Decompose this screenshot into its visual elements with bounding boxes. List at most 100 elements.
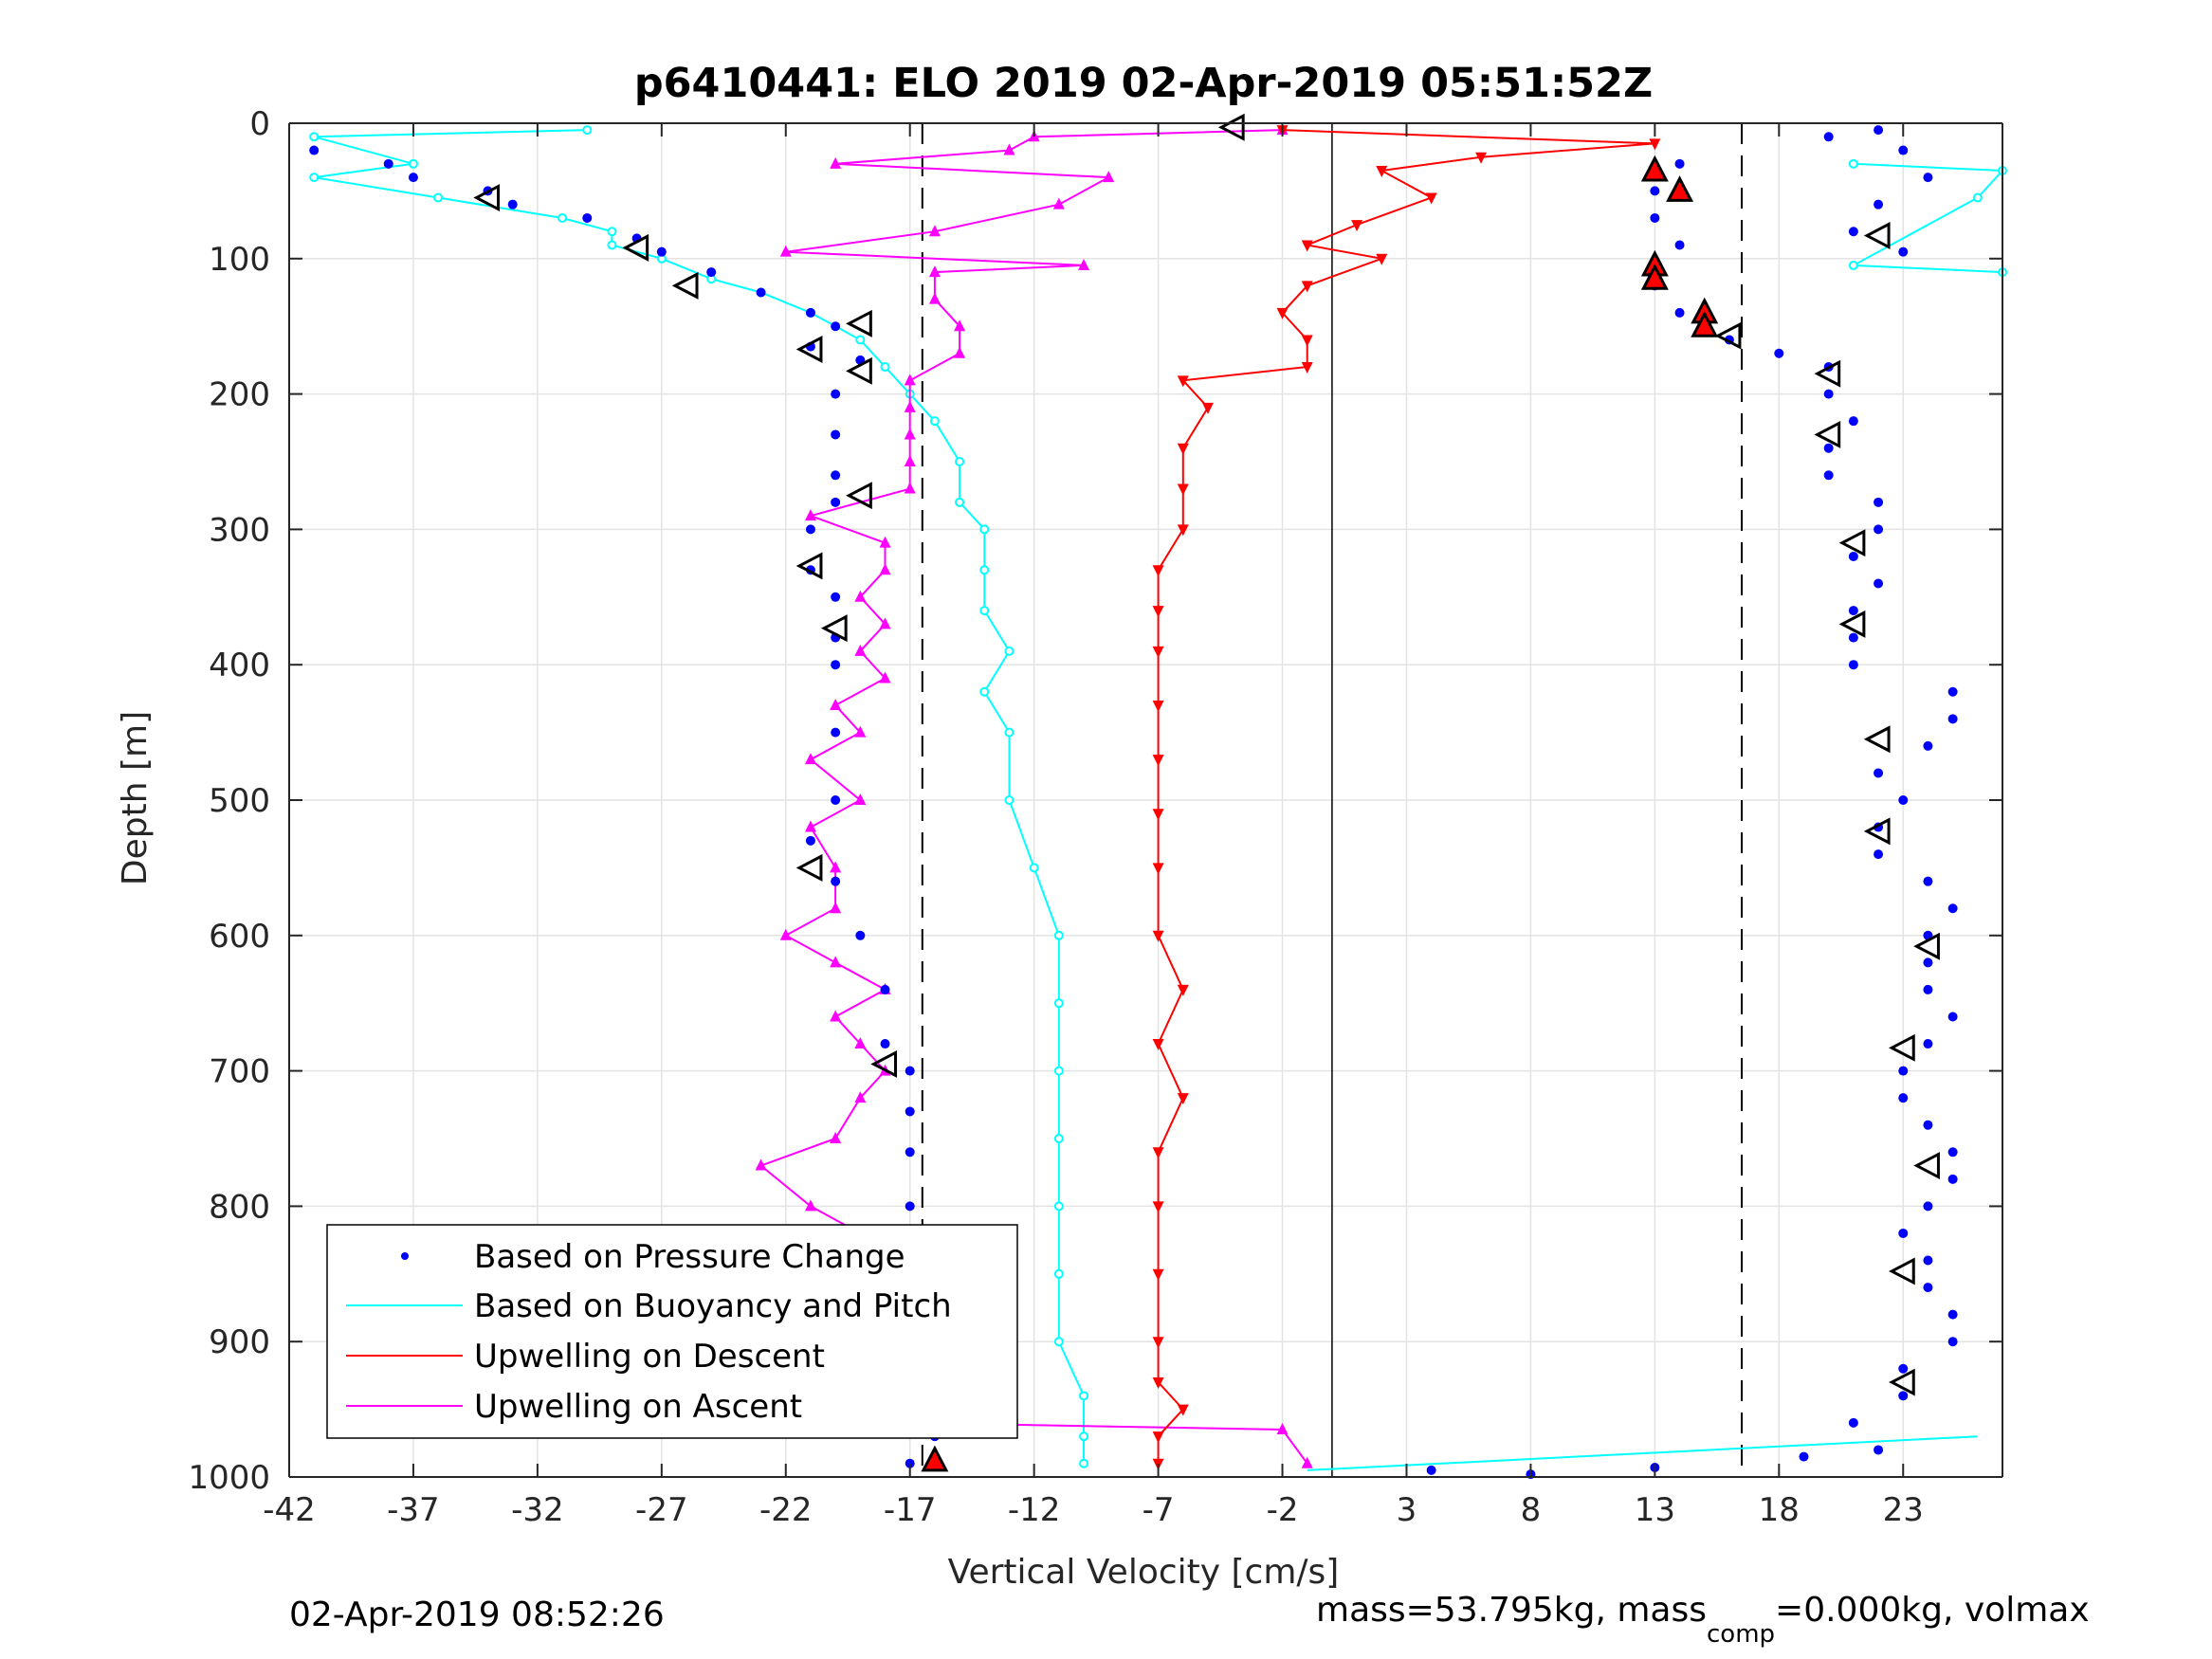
- upwelling-descent-point: [1475, 152, 1488, 164]
- pressure-change-point: [1848, 227, 1858, 237]
- legend-item-upwelling-ascent: Upwelling on Ascent: [346, 1388, 802, 1426]
- upwelling-ascent-point: [1103, 171, 1115, 183]
- upwelling-ascent-point: [904, 482, 916, 494]
- legend-label-upwelling-ascent: Upwelling on Ascent: [474, 1388, 802, 1426]
- upwelling-ascent-point: [928, 225, 941, 237]
- buoyancy-pitch-point: [607, 240, 617, 250]
- footer-timestamp: 02-Apr-2019 08:52:26: [289, 1595, 665, 1634]
- buoyancy-pitch-point: [1079, 1458, 1089, 1468]
- buoyancy-pitch-point: [607, 227, 617, 237]
- pressure-change-point: [1874, 199, 1884, 210]
- y-tick-label: 800: [209, 1188, 270, 1226]
- upwelling-descent-point: [1201, 402, 1214, 414]
- open-triangle-marker: [1913, 1152, 1940, 1180]
- upwelling-ascent-point: [830, 861, 842, 873]
- open-triangle-marker: [846, 482, 872, 510]
- pressure-change-point: [1898, 145, 1909, 155]
- pressure-change-point: [805, 835, 815, 846]
- pressure-change-point: [831, 727, 841, 738]
- buoyancy-pitch-point: [1004, 795, 1015, 805]
- pressure-change-point: [1923, 1283, 1933, 1293]
- buoyancy-pitch-point: [1029, 863, 1039, 873]
- upwelling-ascent-point: [879, 671, 891, 684]
- tick-labels: -42 -37 -32 -27 -22 -17 -12 -7 -2 3 8 13 18 23 0 100 200…: [188, 105, 1923, 1529]
- data-series: [309, 113, 2007, 1480]
- open-triangle-marker: [1889, 1368, 1915, 1396]
- buoyancy-pitch-point: [880, 362, 890, 373]
- upwelling-ascent-point: [779, 928, 792, 940]
- pressure-change-point: [1848, 551, 1858, 561]
- buoyancy-pitch-point: [309, 132, 320, 142]
- pressure-change-point: [831, 795, 841, 805]
- upwelling-descent-point: [1152, 646, 1164, 658]
- pressure-change-point: [1874, 1445, 1884, 1455]
- x-tick-label: 8: [1521, 1491, 1542, 1529]
- pressure-change-point: [1848, 416, 1858, 427]
- x-tick-label: -37: [387, 1491, 440, 1529]
- x-tick-label: -7: [1143, 1491, 1175, 1529]
- pressure-change-point: [1947, 1309, 1958, 1320]
- pressure-change-point: [1774, 348, 1784, 358]
- legend-item-pressure-change: Based on Pressure Change: [401, 1238, 905, 1276]
- open-triangle-marker: [820, 614, 848, 643]
- pressure-change-point: [706, 267, 717, 278]
- x-tick-label: -2: [1267, 1491, 1299, 1529]
- buoyancy-pitch-point: [929, 416, 940, 427]
- open-triangle-marker: [846, 356, 872, 385]
- x-tick-label: -22: [759, 1491, 813, 1529]
- upwelling-ascent-point: [854, 725, 867, 738]
- pressure-change-point: [905, 1147, 915, 1158]
- upwelling-descent-point: [1425, 192, 1437, 205]
- pressure-change-point: [831, 876, 841, 886]
- upwelling-descent-line: [1157, 129, 1655, 1464]
- pressure-change-point: [831, 389, 841, 399]
- upwelling-ascent-point: [904, 428, 916, 440]
- red-triangle-marker: [1640, 155, 1669, 182]
- legend: Based on Pressure Change Based on Buoyan…: [326, 1224, 1018, 1439]
- legend-label-pressure-change: Based on Pressure Change: [474, 1238, 905, 1276]
- upwelling-ascent-point: [928, 265, 941, 278]
- upwelling-descent-point: [1301, 362, 1313, 374]
- buoyancy-pitch-point: [1079, 1431, 1089, 1442]
- upwelling-ascent-point: [830, 1132, 842, 1143]
- buoyancy-pitch-point: [1053, 1066, 1064, 1076]
- pressure-change-point: [1799, 1451, 1809, 1462]
- open-triangle-marker: [795, 552, 823, 580]
- pressure-change-point: [1898, 795, 1909, 805]
- pressure-change-point: [1898, 1066, 1909, 1076]
- pressure-change-point: [1823, 443, 1834, 453]
- y-tick-label: 600: [209, 918, 270, 956]
- upwelling-ascent-point: [1301, 1456, 1313, 1468]
- upwelling-descent-point: [1152, 755, 1164, 767]
- upwelling-descent-point: [1152, 606, 1164, 618]
- upwelling-descent-point: [1301, 335, 1313, 347]
- axes-frame: [288, 122, 2003, 1478]
- open-triangle-marker: [1863, 725, 1891, 754]
- open-triangle-marker: [846, 309, 872, 337]
- pressure-change-point: [1874, 125, 1884, 136]
- upwelling-ascent-point: [755, 1158, 767, 1171]
- y-tick-label: 400: [209, 647, 270, 684]
- pressure-change-point: [1947, 1012, 1958, 1022]
- open-triangle-marker: [1217, 113, 1245, 141]
- buoyancy-pitch-point: [582, 125, 593, 136]
- red-triangle-marker: [1666, 175, 1694, 202]
- open-triangle-marker: [1863, 222, 1891, 249]
- open-triangle-marker: [1863, 817, 1891, 846]
- buoyancy-pitch-point: [1053, 930, 1064, 940]
- pressure-change-point: [831, 470, 841, 481]
- upwelling-ascent-point: [830, 1010, 842, 1022]
- y-tick-label: 900: [209, 1323, 270, 1361]
- open-triangle-marker: [671, 271, 699, 300]
- open-triangle-marker: [1913, 932, 1940, 960]
- pressure-change-point: [1923, 1255, 1933, 1266]
- pressure-change-point: [1874, 849, 1884, 860]
- pressure-change-point: [831, 660, 841, 670]
- pressure-change-point: [831, 592, 841, 602]
- upwelling-descent-point: [1152, 1377, 1164, 1390]
- chart-title: p6410441: ELO 2019 02-Apr-2019 05:51:52Z: [634, 60, 1653, 107]
- upwelling-descent-point: [1152, 1337, 1164, 1349]
- pressure-change-point: [656, 246, 667, 257]
- pressure-change-point: [905, 1201, 915, 1212]
- pressure-change-point: [1848, 660, 1858, 670]
